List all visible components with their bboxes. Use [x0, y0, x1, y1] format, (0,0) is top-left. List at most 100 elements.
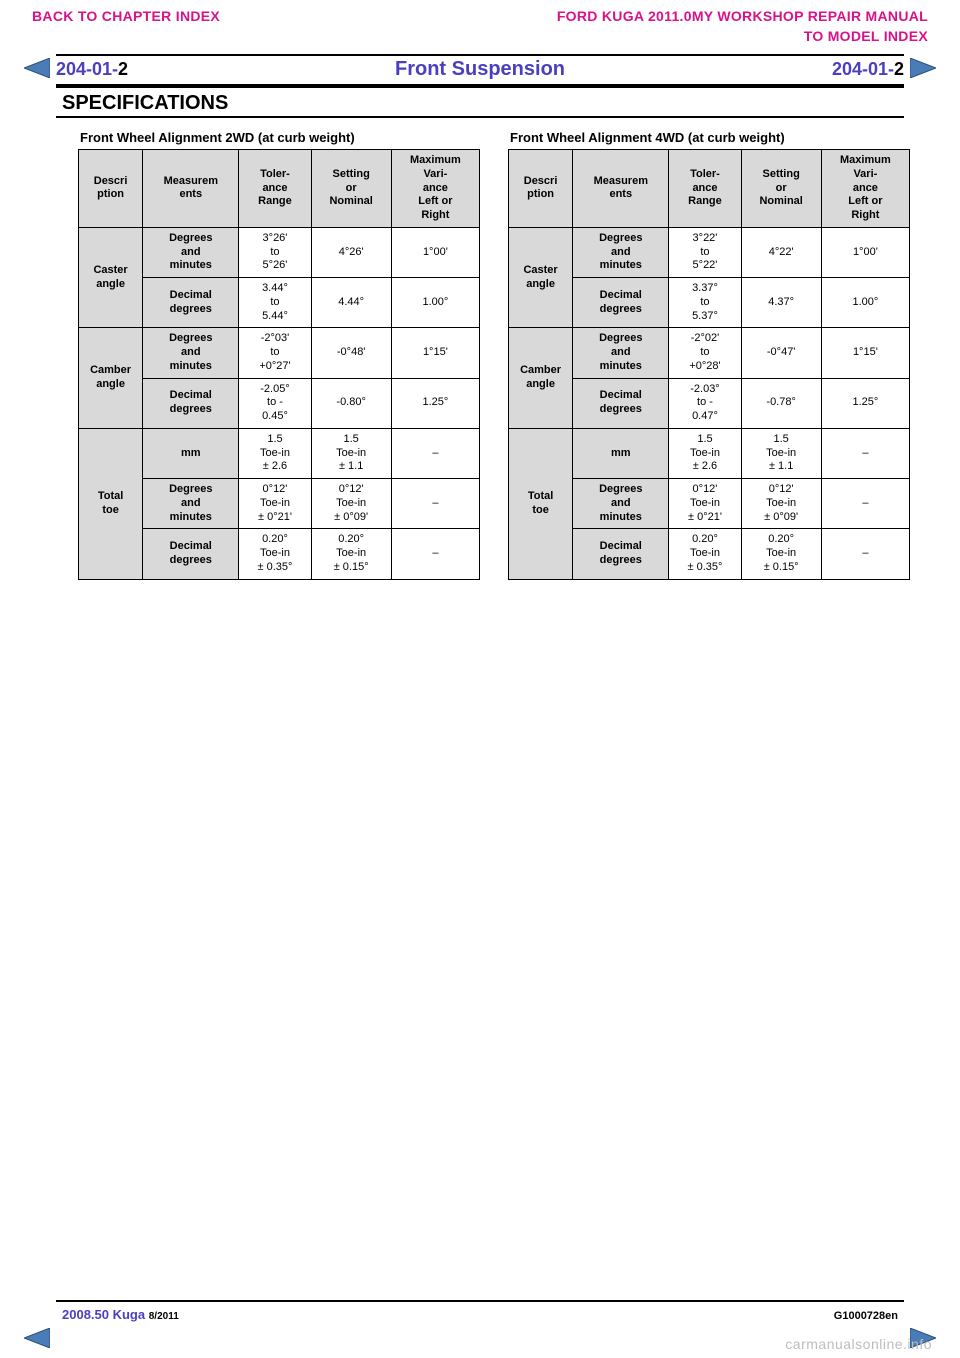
row-group-label: Casterangle — [79, 227, 143, 328]
table-cell: -2.05°to -0.45° — [239, 378, 311, 428]
column-header: SettingorNominal — [741, 150, 821, 228]
table-cell: 1.00° — [821, 278, 909, 328]
table-cell: – — [821, 428, 909, 478]
footer-left: 2008.50 Kuga 8/2011 — [62, 1307, 179, 1322]
table-cell: – — [821, 479, 909, 529]
code-suffix: 2 — [894, 59, 904, 79]
table-cell: 1.25° — [391, 378, 479, 428]
section-code-left: 204-01-2 — [56, 59, 128, 80]
column-header: Description — [509, 150, 573, 228]
table-cell: 1.00° — [391, 278, 479, 328]
table-row: Totaltoemm1.5Toe-in± 2.61.5Toe-in± 1.1– — [509, 428, 910, 478]
code-suffix: 2 — [118, 59, 128, 79]
table-cell: 1.5Toe-in± 2.6 — [669, 428, 741, 478]
measurement-label: Decimaldegrees — [143, 529, 239, 579]
table-cell: -0.78° — [741, 378, 821, 428]
prev-page-arrow-icon[interactable] — [24, 1328, 50, 1348]
measurement-label: mm — [573, 428, 669, 478]
table-2wd-title: Front Wheel Alignment 2WD (at curb weigh… — [80, 130, 480, 145]
header-rule-bottom — [56, 84, 904, 88]
footer-docid: G1000728en — [834, 1310, 898, 1322]
section-code-right: 204-01-2 — [832, 59, 904, 80]
measurement-label: Degreesandminutes — [573, 479, 669, 529]
measurement-label: Degreesandminutes — [143, 479, 239, 529]
table-cell: 0°12'Toe-in± 0°21' — [669, 479, 741, 529]
column-header: Measurements — [143, 150, 239, 228]
table-4wd-column: Front Wheel Alignment 4WD (at curb weigh… — [508, 130, 910, 580]
column-header: SettingorNominal — [311, 150, 391, 228]
table-cell: – — [391, 479, 479, 529]
code-prefix: 204-01- — [56, 59, 118, 79]
table-row: CasterangleDegreesandminutes3°22'to5°22'… — [509, 227, 910, 277]
table-cell: 1°15' — [821, 328, 909, 378]
footer-rule — [56, 1300, 904, 1302]
measurement-label: Degreesandminutes — [143, 227, 239, 277]
table-cell: 4.44° — [311, 278, 391, 328]
table-cell: 1.5Toe-in± 1.1 — [741, 428, 821, 478]
prev-page-arrow-icon[interactable] — [24, 58, 50, 78]
table-cell: 4°22' — [741, 227, 821, 277]
table-cell: 0°12'Toe-in± 0°21' — [239, 479, 311, 529]
table-cell: 1.25° — [821, 378, 909, 428]
watermark: carmanualsonline.info — [785, 1336, 932, 1352]
table-cell: -0.80° — [311, 378, 391, 428]
table-cell: -2°02'to+0°28' — [669, 328, 741, 378]
table-cell: – — [391, 428, 479, 478]
table-cell: 0.20°Toe-in± 0.35° — [239, 529, 311, 579]
table-row: Totaltoemm1.5Toe-in± 2.61.5Toe-in± 1.1– — [79, 428, 480, 478]
table-cell: 0°12'Toe-in± 0°09' — [741, 479, 821, 529]
table-cell: 1.5Toe-in± 1.1 — [311, 428, 391, 478]
specifications-underline — [56, 116, 904, 118]
table-cell: 4°26' — [311, 227, 391, 277]
measurement-label: Decimaldegrees — [573, 278, 669, 328]
table-cell: – — [821, 529, 909, 579]
table-cell: 3.44°to5.44° — [239, 278, 311, 328]
page-header: 204-01-2 Front Suspension 204-01-2 — [56, 56, 904, 82]
table-4wd-title: Front Wheel Alignment 4WD (at curb weigh… — [510, 130, 910, 145]
table-cell: 3°22'to5°22' — [669, 227, 741, 277]
column-header: Measurements — [573, 150, 669, 228]
measurement-label: Decimaldegrees — [143, 278, 239, 328]
table-cell: 1.5Toe-in± 2.6 — [239, 428, 311, 478]
table-4wd: DescriptionMeasurementsToler-anceRangeSe… — [508, 149, 910, 580]
specifications-heading: SPECIFICATIONS — [62, 92, 228, 115]
measurement-label: mm — [143, 428, 239, 478]
measurement-label: Degreesandminutes — [143, 328, 239, 378]
table-2wd-column: Front Wheel Alignment 2WD (at curb weigh… — [78, 130, 480, 580]
table-cell: 1°00' — [821, 227, 909, 277]
table-cell: -2.03°to -0.47° — [669, 378, 741, 428]
measurement-label: Decimaldegrees — [573, 529, 669, 579]
table-cell: 0°12'Toe-in± 0°09' — [311, 479, 391, 529]
manual-title: FORD KUGA 2011.0MY WORKSHOP REPAIR MANUA… — [557, 8, 928, 24]
measurement-label: Decimaldegrees — [143, 378, 239, 428]
measurement-label: Degreesandminutes — [573, 227, 669, 277]
row-group-label: Casterangle — [509, 227, 573, 328]
table-cell: -0°47' — [741, 328, 821, 378]
code-prefix: 204-01- — [832, 59, 894, 79]
page-title: Front Suspension — [128, 58, 832, 81]
table-cell: -2°03'to+0°27' — [239, 328, 311, 378]
tables-container: Front Wheel Alignment 2WD (at curb weigh… — [78, 130, 910, 580]
next-page-arrow-icon[interactable] — [910, 58, 936, 78]
table-cell: 1°00' — [391, 227, 479, 277]
table-cell: 4.37° — [741, 278, 821, 328]
table-cell: 0.20°Toe-in± 0.15° — [741, 529, 821, 579]
back-to-chapter-link[interactable]: BACK TO CHAPTER INDEX — [32, 8, 220, 24]
table-cell: 3°26'to5°26' — [239, 227, 311, 277]
table-row: CamberangleDegreesandminutes-2°02'to+0°2… — [509, 328, 910, 378]
table-cell: 1°15' — [391, 328, 479, 378]
column-header: Description — [79, 150, 143, 228]
row-group-label: Totaltoe — [79, 428, 143, 579]
column-header: Toler-anceRange — [669, 150, 741, 228]
table-cell: – — [391, 529, 479, 579]
column-header: MaximumVari-anceLeft orRight — [391, 150, 479, 228]
measurement-label: Degreesandminutes — [573, 328, 669, 378]
column-header: MaximumVari-anceLeft orRight — [821, 150, 909, 228]
footer-model: 2008.50 Kuga — [62, 1307, 145, 1322]
table-cell: -0°48' — [311, 328, 391, 378]
table-row: CamberangleDegreesandminutes-2°03'to+0°2… — [79, 328, 480, 378]
row-group-label: Camberangle — [79, 328, 143, 429]
table-cell: 0.20°Toe-in± 0.15° — [311, 529, 391, 579]
to-model-index-link[interactable]: TO MODEL INDEX — [804, 28, 928, 44]
column-header: Toler-anceRange — [239, 150, 311, 228]
